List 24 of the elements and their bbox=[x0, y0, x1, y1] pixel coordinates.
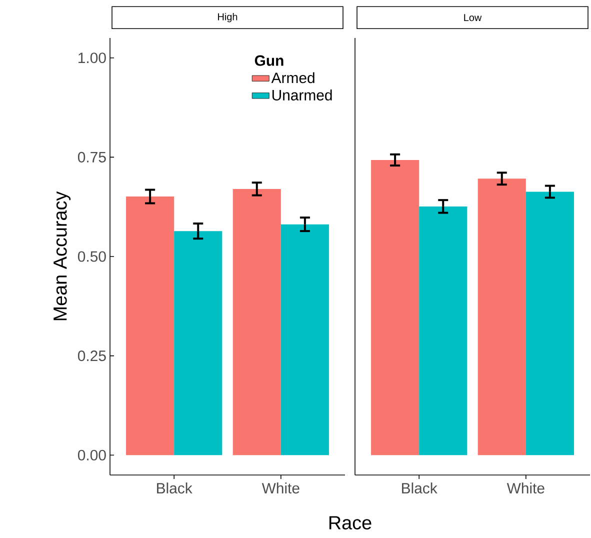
bar bbox=[526, 192, 574, 456]
y-tick-label: 1.00 bbox=[78, 52, 106, 64]
chart-title: Low bbox=[464, 14, 482, 22]
y-tick-label: 0.00 bbox=[78, 450, 106, 460]
y-tick-label: 0.25 bbox=[78, 350, 106, 362]
x-axis-title: Race bbox=[329, 516, 372, 530]
y-axis-title: Mean Accuracy bbox=[54, 191, 71, 320]
y-tick-label: 0.50 bbox=[78, 251, 106, 262]
legend-label: Armed bbox=[271, 72, 314, 84]
bar bbox=[232, 188, 281, 456]
x-tick-label: Black bbox=[402, 482, 438, 494]
x-tick-label: White bbox=[506, 482, 544, 494]
bar bbox=[478, 178, 526, 456]
y-tick-label: 0.75 bbox=[78, 152, 106, 162]
chart-title: High bbox=[218, 12, 238, 22]
bar bbox=[174, 231, 222, 456]
bar bbox=[371, 160, 420, 456]
legend-title: Gun bbox=[254, 55, 284, 66]
x-tick-label: Black bbox=[157, 482, 192, 494]
bar bbox=[419, 206, 468, 456]
bar bbox=[126, 196, 174, 456]
bar bbox=[280, 224, 329, 456]
x-tick-label: White bbox=[262, 482, 300, 494]
legend-label: Unarmed bbox=[272, 90, 332, 100]
